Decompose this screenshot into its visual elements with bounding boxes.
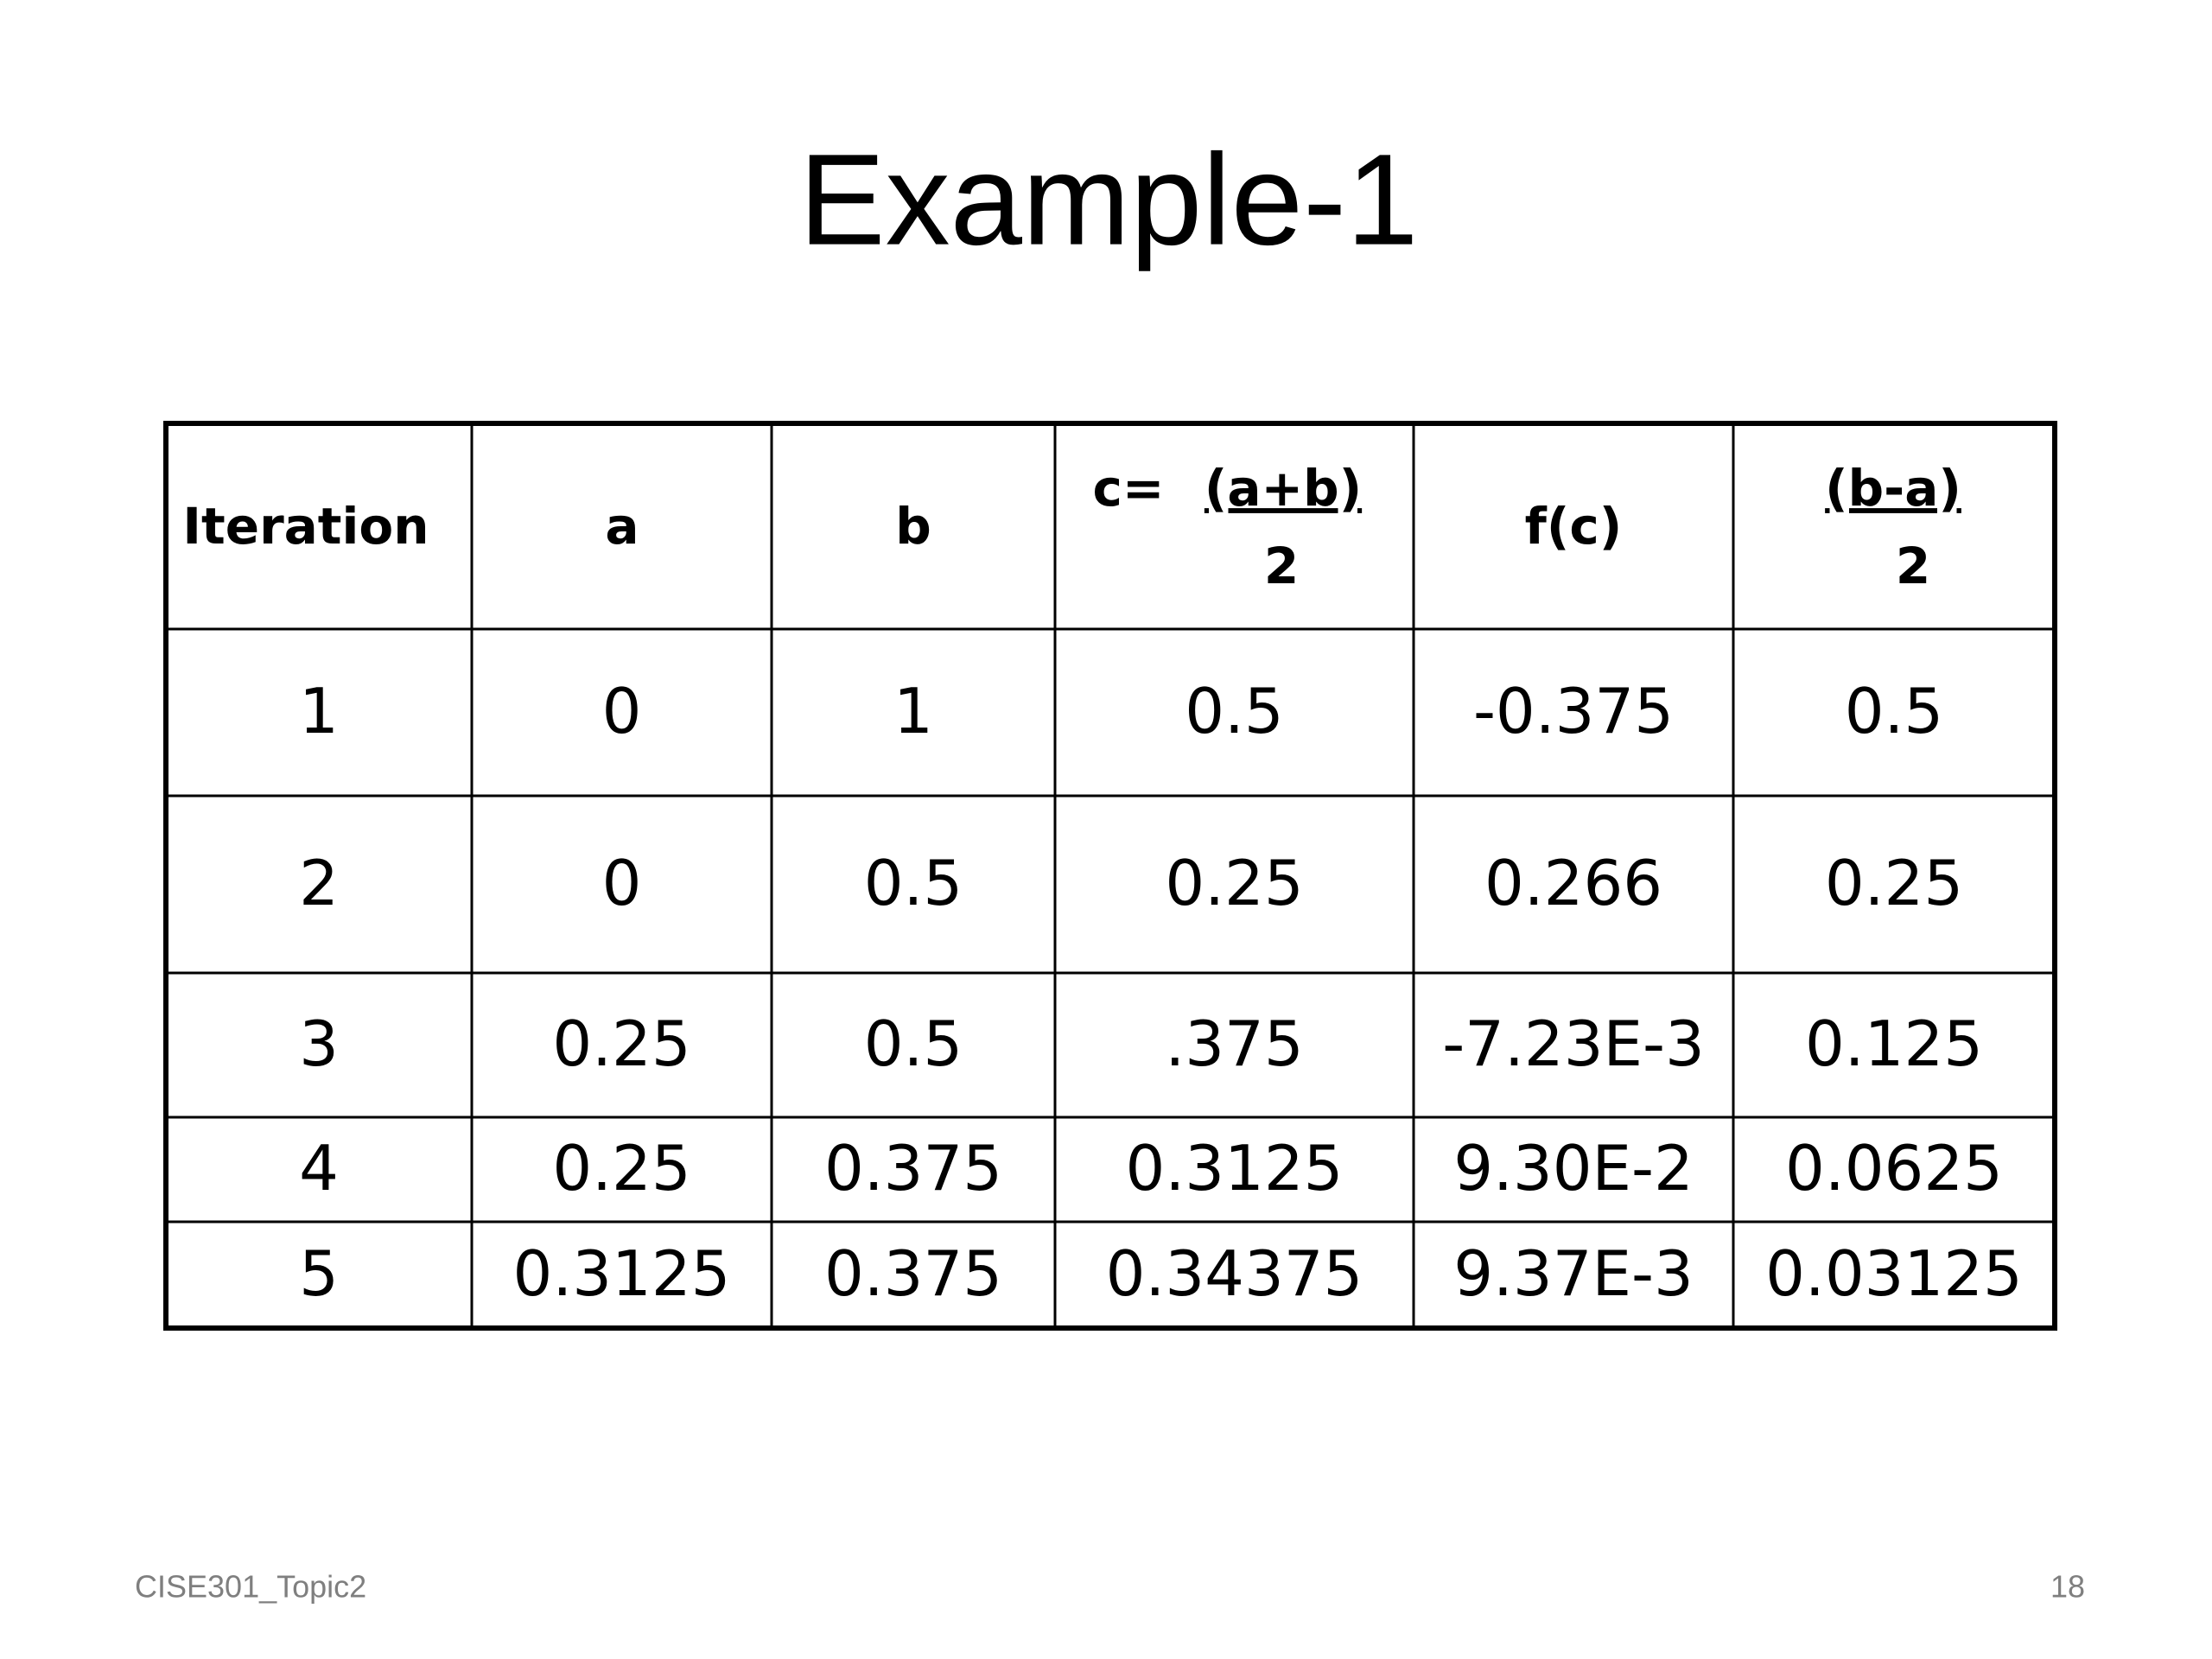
header-cell: a — [605, 497, 639, 556]
table-cell: 2 — [299, 847, 339, 919]
table-cell: 0.0625 — [1785, 1132, 2003, 1205]
table-cell: 0.5 — [1185, 675, 1284, 747]
table-cell: 1 — [893, 675, 933, 747]
header-cell: Iteration — [182, 497, 429, 556]
table-cell: 0.25 — [1165, 847, 1303, 919]
header-denominator: 2 — [1896, 537, 1930, 595]
table-cell: 9.30E-2 — [1453, 1132, 1694, 1205]
table-cell: 0.5 — [1845, 675, 1944, 747]
table-cell: 3 — [299, 1007, 339, 1080]
table-cell: 5 — [299, 1237, 339, 1310]
header-numerator: (a+b) — [1205, 459, 1362, 518]
table-cell: 1 — [299, 675, 339, 747]
header-cell: b — [895, 497, 931, 556]
table-cell: 9.37E-3 — [1453, 1237, 1694, 1310]
table-cell: 0.5 — [864, 847, 963, 919]
table-cell: 0.25 — [552, 1132, 690, 1205]
table-cell: 0.3125 — [1126, 1132, 1344, 1205]
header-denominator: 2 — [1264, 537, 1299, 595]
table-cell: -0.375 — [1473, 675, 1674, 747]
header-numerator: (b-a) — [1825, 459, 1961, 518]
footer-left: CISE301_Topic2 — [135, 1569, 366, 1605]
table-cell: 0 — [602, 675, 642, 747]
table-cell: 4 — [299, 1132, 339, 1205]
table-cell: 0.34375 — [1106, 1237, 1363, 1310]
table-cell: 0.125 — [1805, 1007, 1983, 1080]
page-number: 18 — [2050, 1569, 2085, 1605]
table-cell: 0.25 — [1825, 847, 1963, 919]
table-cell: 0.375 — [824, 1132, 1002, 1205]
table-cell: 0.3125 — [513, 1237, 731, 1310]
table-cell: 0.266 — [1484, 847, 1662, 919]
table — [163, 421, 2057, 1331]
table-cell: 0.03125 — [1765, 1237, 2023, 1310]
table-cell: 0.25 — [552, 1007, 690, 1080]
table-cell: 0.5 — [864, 1007, 963, 1080]
table-cell: 0.375 — [824, 1237, 1002, 1310]
slide-title: Example-1 — [799, 127, 1419, 272]
table-border — [163, 421, 2057, 1331]
table-cell: -7.23E-3 — [1442, 1007, 1705, 1080]
table-cell: 0 — [602, 847, 642, 919]
header-prefix: c= — [1093, 459, 1165, 518]
table-cell: .375 — [1165, 1007, 1303, 1080]
header-cell: f(c) — [1525, 497, 1623, 556]
